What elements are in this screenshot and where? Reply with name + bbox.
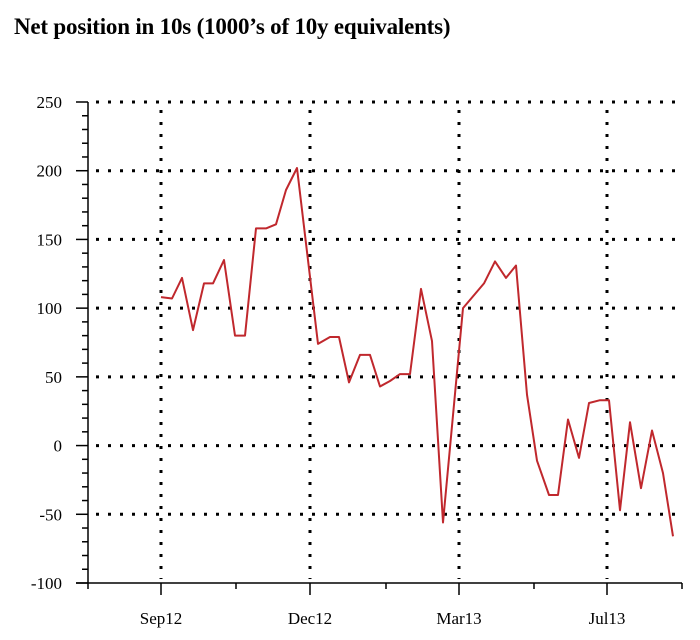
y-tick-label: -50: [39, 505, 62, 524]
y-tick-label: 150: [37, 230, 63, 249]
x-axis: [76, 582, 683, 595]
net-position-line: [160, 167, 674, 537]
x-axis-labels: Sep12 Dec12 Mar13 Jul13: [140, 609, 626, 628]
y-axis-labels: 250 200 150 100 50 0 -50 -100: [31, 93, 62, 593]
y-axis: [76, 101, 89, 584]
chart-title: Net position in 10s (1000’s of 10y equiv…: [14, 14, 451, 39]
x-tick-label: Sep12: [140, 609, 183, 628]
y-tick-label: 100: [37, 299, 63, 318]
y-tick-label: 250: [37, 93, 63, 112]
x-tick-label: Jul13: [589, 609, 626, 628]
y-tick-label: -100: [31, 574, 62, 593]
x-tick-label: Dec12: [288, 609, 332, 628]
y-tick-label: 200: [37, 162, 63, 181]
grid: [96, 100, 678, 579]
y-tick-label: 50: [45, 368, 62, 387]
y-tick-label: 0: [54, 437, 63, 456]
x-tick-label: Mar13: [436, 609, 481, 628]
